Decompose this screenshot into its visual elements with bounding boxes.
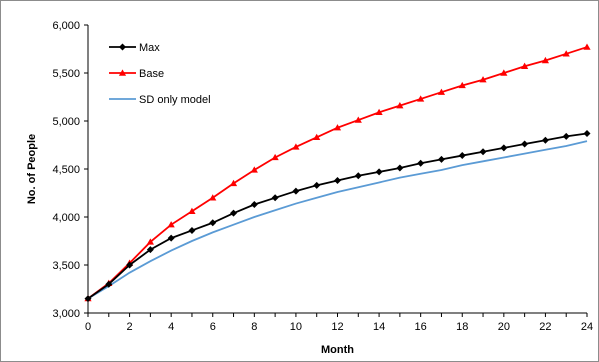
x-tick-label: 8	[251, 321, 257, 333]
x-tick-label: 4	[168, 321, 174, 333]
data-point	[334, 177, 341, 185]
y-tick-label: 5,500	[52, 68, 80, 80]
y-tick-label: 5,000	[52, 116, 80, 128]
data-point	[250, 201, 258, 209]
data-point	[437, 155, 445, 163]
data-point	[188, 226, 196, 234]
legend-item: Base	[109, 68, 164, 80]
legend-label: Base	[139, 68, 164, 80]
data-point	[521, 62, 529, 69]
x-tick-label: 6	[210, 321, 216, 333]
data-point	[375, 108, 383, 116]
data-point	[333, 124, 342, 131]
y-tick-label: 3,500	[52, 260, 80, 272]
data-point	[396, 102, 404, 109]
data-point	[146, 238, 154, 245]
data-point	[375, 168, 383, 176]
data-point	[541, 56, 550, 64]
data-point	[458, 152, 466, 160]
data-point	[126, 261, 134, 269]
series-sd-only-model	[87, 140, 588, 300]
x-axis-title: Month	[321, 344, 354, 356]
legend-label: Max	[139, 42, 160, 54]
data-point	[396, 164, 404, 172]
x-tick-label: 24	[581, 321, 593, 333]
x-tick-label: 0	[85, 321, 91, 333]
axes	[84, 24, 588, 317]
data-point	[521, 140, 529, 148]
legend-item: Max	[109, 42, 160, 54]
data-point	[229, 179, 238, 187]
y-tick-label: 4,500	[52, 164, 80, 176]
y-tick-label: 3,000	[52, 308, 80, 320]
x-tick-label: 22	[539, 321, 551, 333]
data-point	[562, 50, 570, 57]
x-tick-label: 18	[456, 321, 468, 333]
data-point	[292, 187, 300, 195]
data-point	[417, 95, 425, 102]
data-point	[167, 234, 175, 242]
x-tick-label: 2	[127, 321, 133, 333]
data-point	[313, 181, 321, 189]
data-point	[209, 194, 217, 201]
data-point	[541, 136, 549, 144]
x-tick-label: 10	[290, 321, 302, 333]
series-line	[87, 132, 588, 300]
data-point	[84, 295, 92, 303]
data-point	[271, 194, 279, 202]
x-tick-label: 12	[331, 321, 343, 333]
legend: Max Base SD only model	[109, 42, 211, 106]
series-layer	[84, 43, 591, 303]
data-point	[500, 144, 508, 152]
data-point	[583, 43, 591, 50]
data-point	[313, 133, 321, 141]
data-point	[479, 148, 487, 156]
legend-marker	[118, 69, 127, 76]
data-point	[250, 166, 258, 173]
data-point	[146, 246, 154, 254]
data-point	[562, 132, 570, 140]
series-max	[84, 129, 591, 303]
x-tick-label: 14	[373, 321, 385, 333]
data-point	[230, 209, 238, 217]
data-point	[167, 221, 175, 228]
data-point	[354, 116, 362, 123]
x-tick-label: 20	[498, 321, 510, 333]
legend-label: SD only model	[139, 94, 211, 106]
data-point	[209, 219, 217, 227]
y-tick-label: 6,000	[52, 20, 80, 32]
y-tick-label: 4,000	[52, 212, 80, 224]
data-point	[188, 207, 196, 214]
series-base	[84, 43, 591, 302]
legend-item: SD only model	[109, 94, 211, 106]
x-tick-label: 16	[415, 321, 427, 333]
series-line	[87, 140, 588, 300]
data-point	[458, 81, 466, 89]
data-point	[105, 280, 113, 288]
data-point	[479, 76, 487, 83]
y-axis-title: No. of People	[26, 134, 38, 204]
data-point	[500, 69, 508, 76]
data-point	[417, 159, 425, 167]
data-point	[354, 172, 362, 180]
data-point	[271, 153, 279, 161]
data-point	[292, 143, 300, 150]
data-point	[437, 88, 446, 95]
data-point	[583, 129, 591, 137]
legend-marker	[119, 43, 126, 51]
series-line	[87, 46, 588, 300]
